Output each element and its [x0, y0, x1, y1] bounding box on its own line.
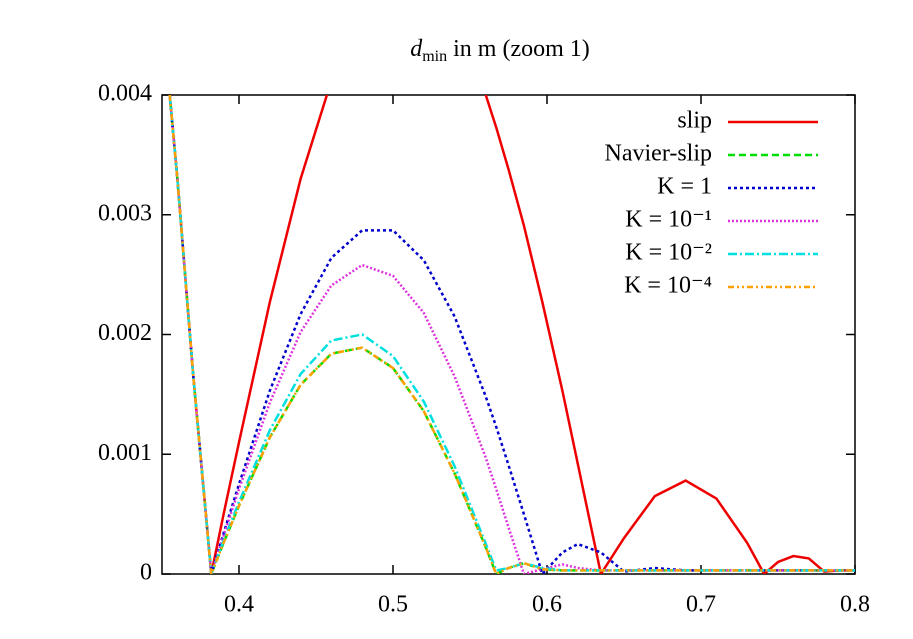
series-line [168, 95, 855, 574]
legend-label: K = 1 [657, 174, 712, 200]
title-symbol: d [410, 36, 423, 62]
title-text: in m (zoom 1) [447, 36, 590, 62]
y-tick-label: 0.004 [98, 81, 152, 107]
y-tick-label: 0.003 [98, 200, 152, 226]
x-tick-label: 0.8 [840, 592, 870, 618]
plot-area [168, 95, 855, 574]
series-line [168, 95, 855, 574]
x-tick-label: 0.5 [378, 592, 408, 618]
x-tick-label: 0.7 [686, 592, 716, 618]
y-tick-label: 0 [140, 560, 152, 586]
series-line [168, 95, 855, 574]
y-tick-label: 0.001 [98, 440, 152, 466]
x-tick-label: 0.4 [224, 592, 254, 618]
legend-label: K = 10⁻² [625, 240, 712, 266]
x-tick-label: 0.6 [532, 592, 562, 618]
series-line [168, 95, 855, 574]
chart-title: dmin in m (zoom 1) [410, 36, 590, 65]
legend-label: K = 10⁻⁴ [624, 273, 712, 299]
legend-label: slip [677, 108, 712, 134]
series-line [168, 95, 855, 574]
legend-label: K = 10⁻¹ [625, 207, 712, 233]
series-line [168, 95, 855, 574]
y-tick-label: 0.002 [98, 320, 152, 346]
legend-label: Navier-slip [605, 141, 712, 167]
title-subscript: min [422, 48, 447, 65]
